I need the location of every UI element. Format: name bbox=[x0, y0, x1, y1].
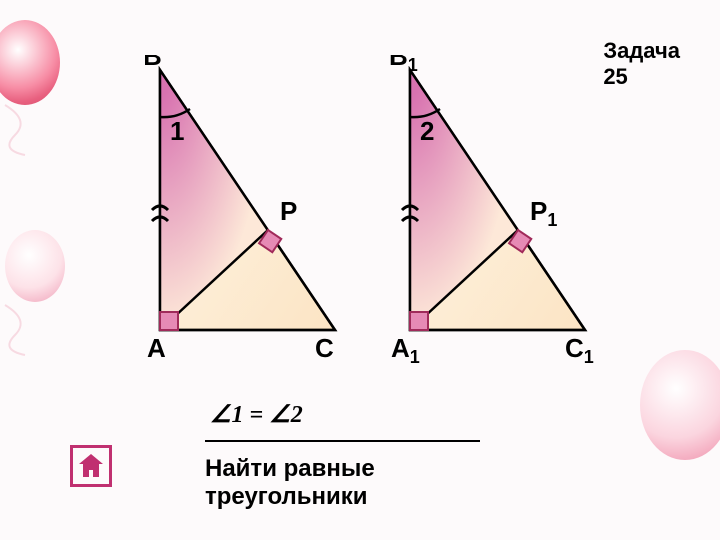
home-button[interactable] bbox=[70, 445, 112, 487]
triangle-right: A1 B1 C1 P1 2 bbox=[389, 55, 594, 367]
label-C: C bbox=[315, 333, 334, 363]
label-A: A bbox=[147, 333, 166, 363]
triangle-left: A B C P 1 bbox=[145, 55, 335, 363]
label-A1: A1 bbox=[391, 333, 420, 367]
balloon-decoration bbox=[640, 350, 720, 460]
label-C1: C1 bbox=[565, 333, 594, 367]
home-icon bbox=[76, 451, 106, 481]
balloon-decoration bbox=[5, 230, 65, 302]
label-P1: P1 bbox=[530, 196, 557, 230]
balloon-decoration bbox=[0, 20, 60, 105]
label-P: P bbox=[280, 196, 297, 226]
label-angle-2: 2 bbox=[420, 116, 434, 146]
divider-line bbox=[205, 440, 480, 442]
label-B1: B1 bbox=[389, 55, 418, 75]
geometry-diagram: A B C P 1 A1 B1 C1 P1 2 bbox=[145, 55, 615, 375]
right-angle-marker-A bbox=[160, 312, 178, 330]
swirl-decoration bbox=[0, 100, 80, 160]
swirl-decoration bbox=[0, 300, 80, 360]
given-condition: ∠1 = ∠2 bbox=[210, 400, 303, 429]
label-angle-1: 1 bbox=[170, 116, 184, 146]
right-angle-marker-A1 bbox=[410, 312, 428, 330]
instruction-text: Найти равные треугольники bbox=[205, 455, 585, 511]
label-B: B bbox=[145, 55, 162, 71]
